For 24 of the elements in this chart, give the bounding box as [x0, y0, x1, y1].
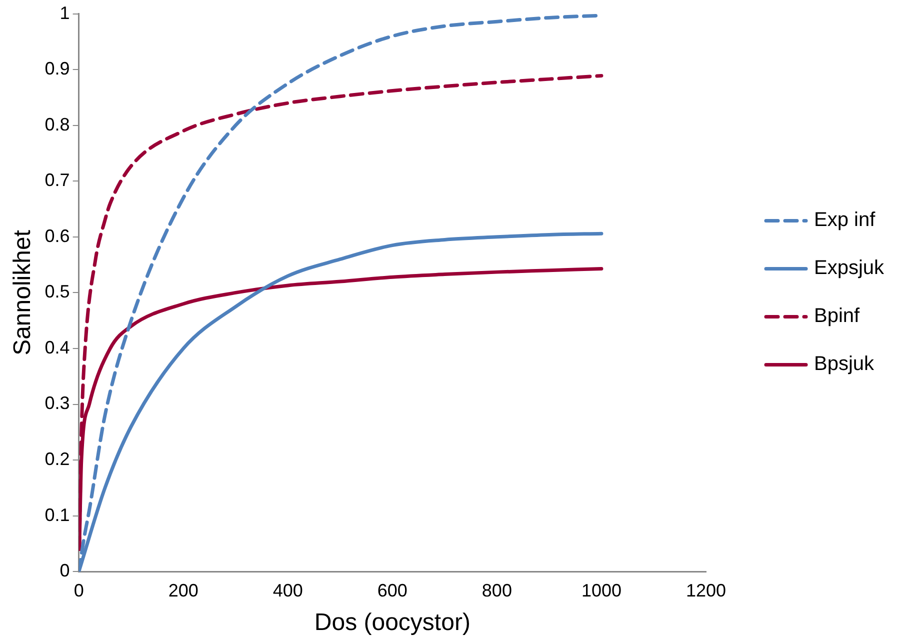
y-tick-label: 0.4	[44, 337, 70, 358]
x-tick-label: 200	[168, 580, 198, 600]
y-tick-label: 0	[60, 560, 70, 581]
legend-label: Exp inf	[814, 209, 876, 232]
x-tick-label: 800	[482, 580, 512, 600]
x-tick-label: 400	[272, 580, 303, 600]
y-axis-title: Sannolikhet	[9, 230, 36, 356]
x-tick-label: 1200	[686, 580, 726, 600]
x-tick-label: 0	[74, 580, 84, 600]
x-tick-label: 600	[377, 580, 408, 600]
legend-label: Expsjuk	[814, 257, 886, 280]
x-tick-label: 1000	[581, 580, 622, 600]
y-tick-label: 0.2	[44, 449, 70, 470]
y-tick-label: 0.6	[44, 226, 70, 246]
y-tick-label: 1	[60, 2, 70, 23]
y-tick-label: 0.8	[44, 114, 70, 134]
y-tick-label: 0.5	[44, 282, 70, 302]
x-axis-title: Dos (oocystor)	[314, 609, 470, 636]
y-tick-label: 0.7	[44, 170, 70, 190]
legend-label: Bpinf	[814, 305, 860, 328]
y-tick-label: 0.1	[44, 504, 70, 525]
legend-label: Bpsjuk	[814, 353, 876, 376]
y-tick-label: 0.9	[44, 58, 70, 79]
y-tick-label: 0.3	[44, 393, 70, 414]
